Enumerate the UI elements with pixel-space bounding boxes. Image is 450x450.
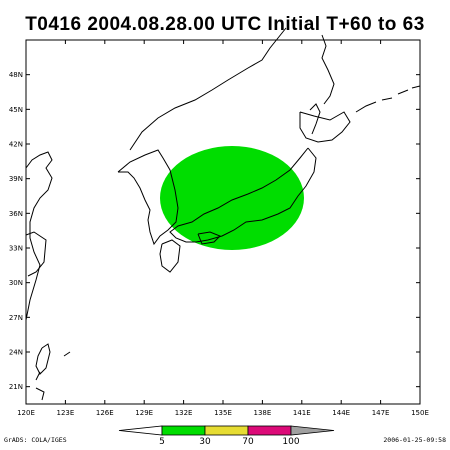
lon-tick-label: 120E [17,409,35,417]
colorbar-segment [247,425,292,436]
colorbar-label: 70 [242,437,254,447]
footer-grads-credit: GrADS: COLA/IGES [4,436,67,444]
colorbar: 5 30 70 100 [118,425,335,447]
lon-tick-label: 123E [57,409,75,417]
latitude-axis: 48N 45N 42N 39N 36N 33N 30N 27N 24N 21N [9,71,420,391]
map-title: T0416 2004.08.28.00 UTC Initial T+60 to … [25,14,425,35]
lat-tick-label: 21N [9,383,23,391]
lat-tick-label: 33N [9,245,23,253]
lon-tick-label: 132E [175,409,193,417]
lat-tick-label: 45N [9,106,23,114]
colorbar-low-arrow [118,425,163,436]
colorbar-segment [204,425,249,436]
lat-tick-label: 27N [9,314,23,322]
footer-timestamp: 2006-01-25-09:58 [383,436,446,444]
lat-tick-label: 24N [9,349,23,357]
colorbar-label: 5 [159,437,165,447]
lon-tick-label: 126E [96,409,114,417]
colorbar-label: 30 [199,437,211,447]
lon-tick-label: 138E [254,409,272,417]
probability-area [160,146,304,250]
lat-tick-label: 30N [9,279,23,287]
lon-tick-label: 150E [411,409,429,417]
colorbar-segment [161,425,206,436]
lon-tick-label: 135E [214,409,232,417]
lat-tick-label: 42N [9,141,23,149]
lat-tick-label: 39N [9,175,23,183]
lat-tick-label: 36N [9,210,23,218]
colorbar-high-arrow [290,425,335,436]
longitude-axis: 120E 123E 126E 129E 132E 135E 138E 141E 144E 147E… [17,40,429,417]
coastlines [25,27,421,401]
lon-tick-label: 144E [332,409,350,417]
lon-tick-label: 147E [372,409,390,417]
lat-tick-label: 48N [9,71,23,79]
colorbar-label: 100 [282,437,299,447]
lon-tick-label: 129E [135,409,153,417]
lon-tick-label: 141E [293,409,311,417]
